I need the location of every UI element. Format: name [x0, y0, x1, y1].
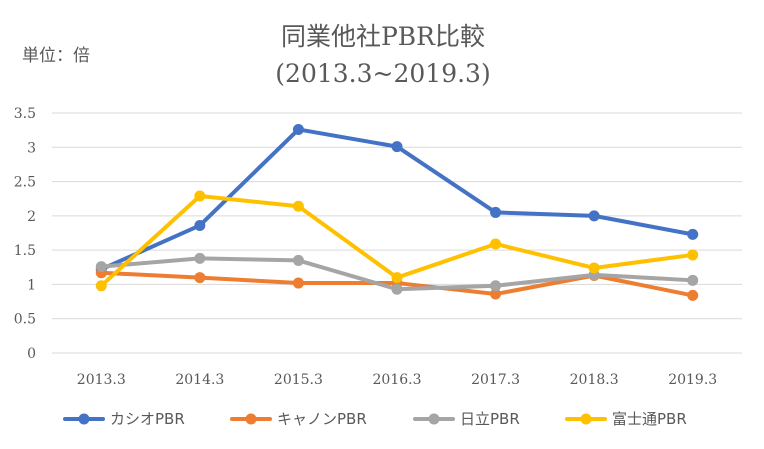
data-point	[194, 190, 206, 202]
y-axis-ticks: 0 0.5 1 1.5 2 2.5 3 3.5	[14, 106, 36, 362]
legend-marker	[580, 413, 592, 425]
y-tick-label: 2	[27, 209, 36, 225]
data-point	[391, 283, 403, 295]
data-point	[292, 277, 304, 289]
data-point	[687, 289, 699, 301]
data-point	[194, 219, 206, 231]
series-4	[95, 190, 699, 292]
data-point	[588, 262, 600, 274]
legend-marker	[428, 413, 440, 425]
legend-item: 日立PBR	[413, 410, 520, 428]
x-axis-ticks: 2013.3 2014.3 2015.3 2016.3 2017.3 2018.3 2019…	[77, 372, 717, 388]
x-tick-label: 2019.3	[668, 372, 717, 388]
y-tick-label: 1.5	[14, 243, 36, 259]
legend-item: キャノンPBR	[230, 410, 367, 428]
data-point	[687, 274, 699, 286]
data-point	[687, 249, 699, 261]
legend: カシオPBR キャノンPBR 日立PBR 富士通PBR	[63, 410, 687, 428]
x-tick-label: 2016.3	[373, 372, 422, 388]
chart-subtitle: (2013.3~2019.3)	[275, 59, 490, 88]
data-point	[490, 206, 502, 218]
data-point	[292, 254, 304, 266]
data-point	[95, 280, 107, 292]
y-tick-label: 3	[27, 140, 36, 156]
y-tick-label: 0.5	[14, 312, 36, 328]
data-point	[194, 272, 206, 284]
y-tick-label: 3.5	[14, 106, 36, 122]
data-point	[391, 272, 403, 284]
data-point	[391, 141, 403, 153]
x-tick-label: 2014.3	[175, 372, 224, 388]
unit-label: 単位：倍	[22, 46, 90, 66]
legend-item: カシオPBR	[63, 410, 185, 428]
legend-label: 富士通PBR	[612, 410, 687, 428]
legend-marker	[78, 413, 90, 425]
chart-title: 同業他社PBR比較	[281, 22, 485, 51]
series-1	[95, 123, 699, 275]
data-point	[687, 228, 699, 240]
legend-label: 日立PBR	[460, 410, 520, 428]
data-point	[194, 252, 206, 264]
data-point	[292, 200, 304, 212]
x-tick-label: 2017.3	[471, 372, 520, 388]
legend-label: キャノンPBR	[277, 410, 367, 428]
y-tick-label: 2.5	[14, 175, 36, 191]
legend-marker	[245, 413, 257, 425]
series-group	[95, 123, 699, 301]
x-tick-label: 2015.3	[274, 372, 323, 388]
data-point	[588, 210, 600, 222]
legend-label: カシオPBR	[110, 410, 185, 428]
data-point	[490, 280, 502, 292]
y-tick-label: 1	[27, 277, 36, 293]
data-point	[292, 123, 304, 135]
data-point	[490, 288, 502, 300]
legend-item: 富士通PBR	[565, 410, 687, 428]
y-tick-label: 0	[27, 346, 36, 362]
data-point	[95, 261, 107, 273]
x-tick-label: 2013.3	[77, 372, 126, 388]
data-point	[490, 238, 502, 250]
x-tick-label: 2018.3	[570, 372, 619, 388]
